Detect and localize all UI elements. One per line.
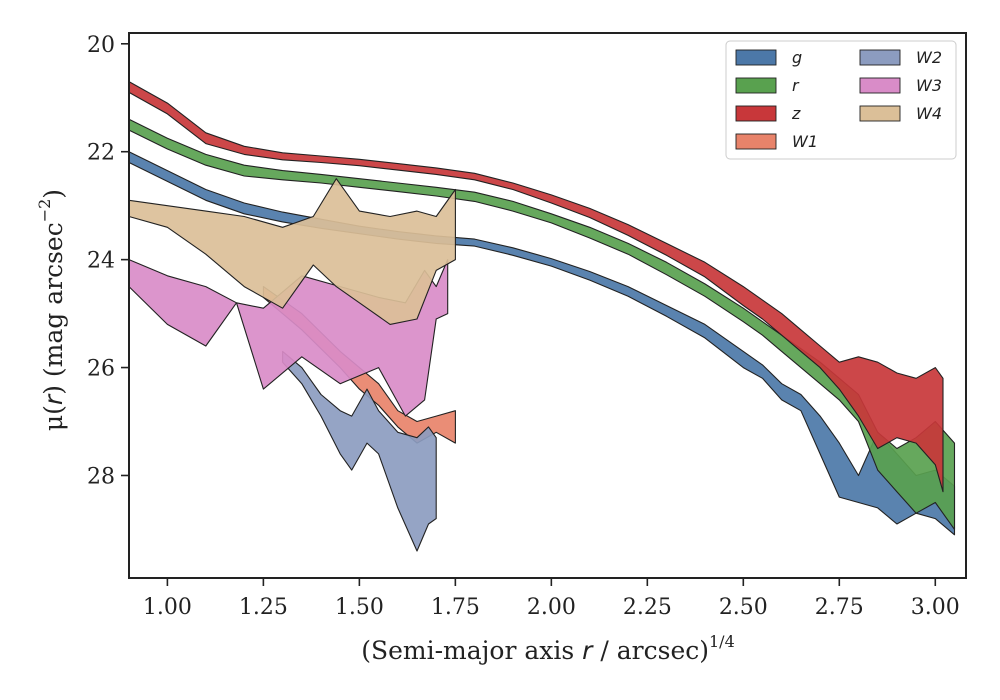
y-tick-label: 22 bbox=[87, 141, 115, 166]
x-tick-label: 2.25 bbox=[623, 595, 672, 620]
x-axis-ticks: 1.00 1.25 1.50 1.75 2.00 2.25 2.50 2.75 3.00 bbox=[143, 578, 960, 620]
x-tick-label: 3.00 bbox=[911, 595, 960, 620]
series-band-w2 bbox=[282, 350, 437, 552]
y-tick-label: 28 bbox=[87, 464, 115, 489]
plot-frame bbox=[128, 32, 967, 579]
x-tick-label: 1.00 bbox=[143, 595, 192, 620]
series-layer bbox=[128, 81, 956, 552]
legend-label-w2: W2 bbox=[916, 48, 942, 67]
legend-label-z: z bbox=[791, 104, 801, 123]
legend-label-w1: W1 bbox=[792, 132, 818, 151]
x-tick-label: 1.50 bbox=[335, 595, 384, 620]
x-tick-label: 2.50 bbox=[719, 595, 768, 620]
y-tick-label: 26 bbox=[87, 357, 115, 382]
legend-frame bbox=[725, 40, 957, 160]
y-axis-label: μ(r) (mag arcsec−2) bbox=[35, 189, 68, 431]
x-tick-label: 1.25 bbox=[239, 595, 288, 620]
legend-swatch-w3 bbox=[859, 77, 901, 94]
legend-swatch-w1 bbox=[735, 133, 777, 150]
legend-label-w3: W3 bbox=[916, 76, 942, 95]
x-tick-label: 1.75 bbox=[431, 595, 480, 620]
legend-swatch-w4 bbox=[859, 105, 901, 122]
x-axis-label: (Semi-major axis r / arcsec)1/4 bbox=[361, 632, 735, 665]
legend-swatch-w2 bbox=[859, 49, 901, 66]
legend-swatch-g bbox=[735, 49, 777, 66]
x-tick-label: 2.75 bbox=[815, 595, 864, 620]
y-tick-label: 24 bbox=[87, 249, 115, 274]
legend-swatch-z bbox=[735, 105, 777, 122]
y-axis-ticks: 20 22 24 26 28 bbox=[87, 33, 129, 489]
series-band-z bbox=[128, 81, 944, 493]
legend: grz W1 W2 W3 W4 bbox=[725, 40, 957, 160]
legend-label-r: r bbox=[792, 76, 800, 95]
legend-swatch-r bbox=[735, 77, 777, 94]
y-tick-label: 20 bbox=[87, 33, 115, 58]
legend-label-w4: W4 bbox=[916, 104, 942, 123]
x-tick-label: 2.00 bbox=[527, 595, 576, 620]
legend-label-g: g bbox=[792, 48, 802, 67]
series-band-w4 bbox=[128, 178, 456, 325]
